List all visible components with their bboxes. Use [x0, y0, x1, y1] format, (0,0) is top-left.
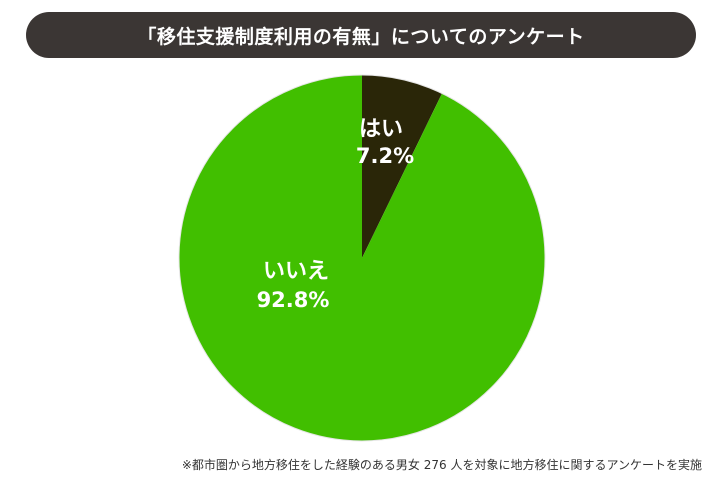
pie-labels: はい 7.2% いいえ 92.8% — [257, 117, 415, 312]
pie-outline — [178, 74, 546, 442]
pie-slices — [178, 74, 546, 442]
chart-title: 「移住支援制度利用の有無」についてのアンケート — [137, 25, 585, 48]
survey-footnote: ※都市圏から地方移住をした経験のある男女 276 人を対象に地方移住に関するアン… — [181, 458, 702, 472]
slice-value-yes: 7.2% — [356, 144, 414, 168]
slice-value-no: 92.8% — [257, 288, 330, 312]
pie-slice-no — [178, 75, 545, 441]
pie-slice-yes — [362, 75, 442, 258]
slice-label-yes: はい — [359, 117, 403, 142]
chart-title-bar: 「移住支援制度利用の有無」についてのアンケート — [26, 12, 696, 58]
slice-label-no: いいえ — [263, 259, 329, 284]
